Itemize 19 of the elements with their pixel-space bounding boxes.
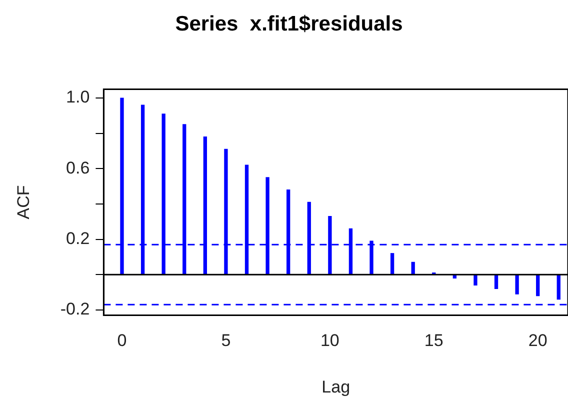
x-axis-title: Lag: [322, 377, 350, 396]
x-tick-label: 0: [117, 331, 127, 350]
x-tick-label: 15: [424, 331, 444, 350]
bar: [515, 274, 519, 294]
bar: [556, 274, 560, 300]
y-axis-title: ACF: [14, 185, 33, 220]
bar: [390, 253, 394, 274]
y-tick-label: -0.2: [60, 300, 90, 319]
bar: [494, 274, 498, 290]
x-tick-label: 5: [221, 331, 231, 350]
bar: [411, 262, 415, 274]
bar: [536, 274, 540, 296]
x-tick-label: 10: [320, 331, 340, 350]
x-tick-label: 20: [528, 331, 548, 350]
chart-title: Series x.fit1$residuals: [175, 12, 403, 36]
y-tick-label: 1.0: [66, 88, 90, 107]
y-tick-label: 0.2: [66, 228, 90, 248]
y-tick-label: 0.6: [66, 158, 90, 178]
bar: [474, 274, 478, 286]
